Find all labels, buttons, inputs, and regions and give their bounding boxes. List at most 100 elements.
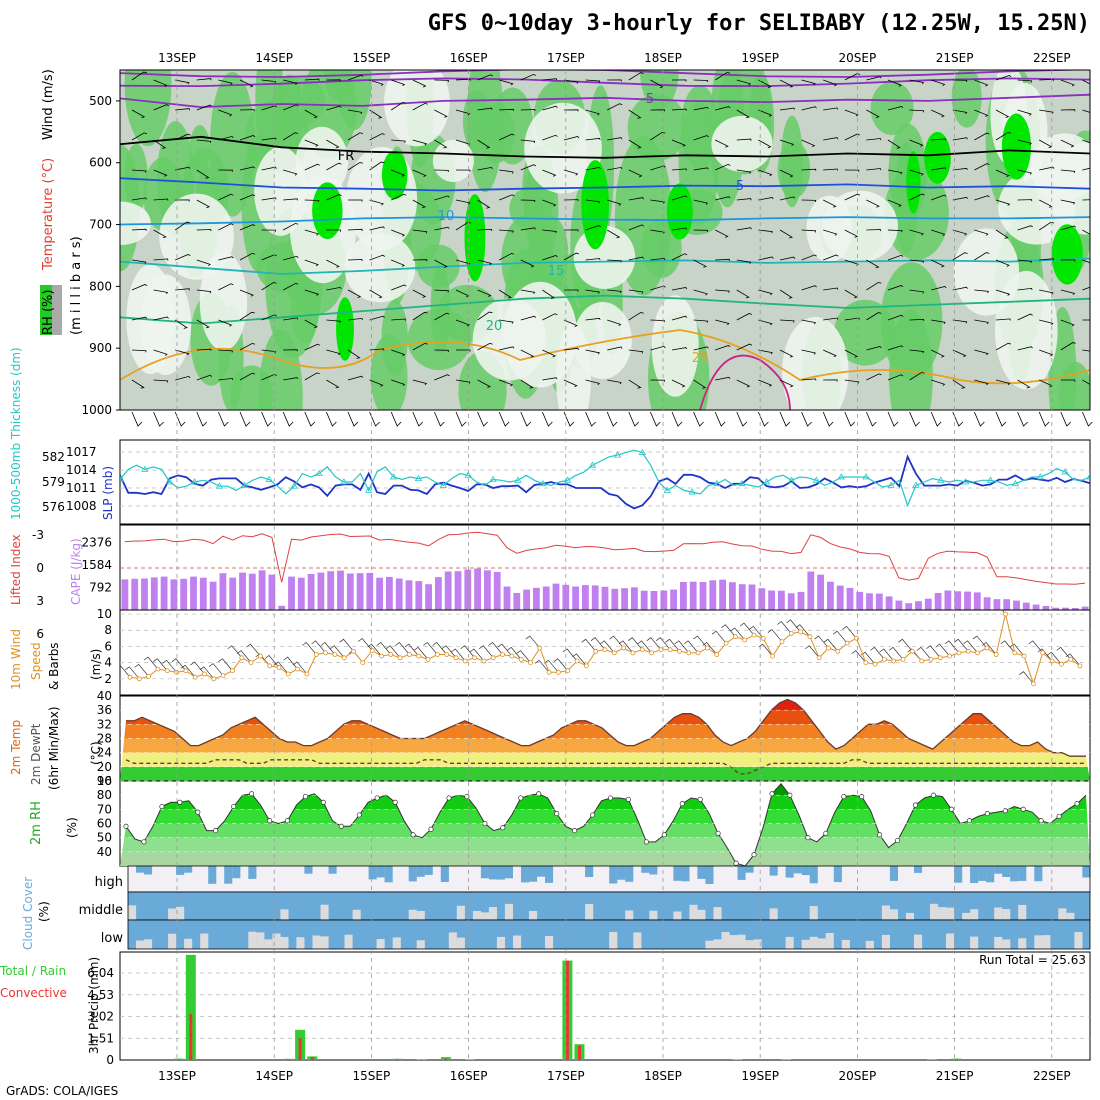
temp-band [771, 699, 804, 711]
thickness-marker [265, 475, 273, 482]
wind-barb [1082, 109, 1090, 113]
thickness-marker [190, 478, 199, 485]
cape-bar [866, 593, 873, 610]
precip-tick-label: 0 [106, 1053, 114, 1067]
wind-barb [671, 79, 687, 82]
wind-barb [369, 133, 385, 141]
wind10m-marker [956, 650, 962, 656]
wind-barb [218, 79, 233, 85]
wind-barb [153, 316, 169, 321]
wind-barb [239, 289, 254, 297]
cape-bar [885, 596, 893, 610]
wind-barb [498, 289, 513, 299]
wind-barb [1060, 225, 1077, 231]
wind-barb [801, 349, 817, 355]
wind-barb [736, 138, 752, 141]
wind-barb [261, 105, 277, 111]
wind-barb [218, 193, 234, 201]
wind-barb [347, 375, 364, 381]
wind10m-barb [1028, 640, 1044, 654]
wind10m-barb [120, 664, 131, 678]
cape-bar [386, 576, 393, 610]
wind-barb [866, 109, 880, 118]
dry-blob [432, 139, 475, 183]
cape-bars [121, 568, 1089, 610]
wind-barb [434, 79, 449, 83]
wind-barb [887, 254, 904, 261]
wind-barb [239, 194, 256, 201]
wind-barb [995, 229, 1009, 239]
cape-bar [924, 598, 932, 610]
rh2m-marker [141, 839, 147, 845]
temp-tick-label: 40 [97, 689, 112, 703]
wind-barb [304, 163, 320, 171]
cape-bar [1013, 600, 1020, 610]
wind-barb [369, 289, 383, 299]
thickness-marker [613, 451, 622, 458]
wind-barb [801, 285, 817, 291]
temp2m-area [120, 698, 1090, 781]
wind10m-marker [295, 666, 301, 672]
wind-barb [758, 79, 772, 88]
wind-barb [347, 132, 364, 141]
wind-barb [715, 139, 729, 148]
cloud-gap-cell [737, 934, 746, 949]
cloud-high-cell [376, 866, 385, 878]
wind-barb [693, 346, 709, 351]
wind-barb [628, 197, 644, 201]
thickness-marker [240, 481, 249, 488]
cloud-gap-cell [809, 906, 818, 920]
cloud-gap-cell [609, 932, 618, 949]
cloud-gap-cell [296, 937, 305, 949]
wind-barb [347, 317, 363, 321]
cloud-gap-cell [529, 911, 538, 920]
wind-barb [455, 109, 471, 116]
wind-barb [391, 169, 406, 177]
cloud-gap-cell [392, 937, 401, 949]
cloud-high-cell [248, 866, 257, 879]
rh2m-marker [554, 811, 560, 817]
wind-tick-label: 8 [104, 623, 112, 637]
cape-bar [1042, 606, 1050, 610]
wind10m-marker [854, 635, 859, 641]
wind-barb [887, 345, 904, 351]
precip-panel: 0 1.51 3.02 4.53 6.04 Run Total = 25.63 Tota… [0, 951, 1091, 1067]
cape-bar [846, 587, 854, 610]
wind-barb [844, 229, 859, 238]
precip-total-bar [465, 1059, 476, 1060]
wind10m-marker [546, 669, 552, 675]
precip-conv-bar [177, 1059, 181, 1060]
wind-barb [931, 138, 946, 141]
wind-barb [931, 319, 946, 325]
wind-barb [887, 314, 904, 321]
date-top-label: 18SEP [644, 51, 682, 65]
wind-barb [779, 139, 795, 147]
cloud-high-cell [424, 866, 433, 875]
wind-barb [1017, 225, 1033, 231]
rh-band [154, 809, 1088, 824]
wind-barb [671, 139, 686, 147]
wind-barb [391, 349, 406, 357]
wind-barb [758, 379, 773, 387]
wind-barb [196, 104, 213, 111]
wind-barb [412, 169, 427, 178]
pressure-axis-label: (m i l l i b a r s) [69, 236, 84, 335]
cloud-gap-cell [713, 907, 722, 920]
cape-bar [317, 572, 325, 610]
wind10m-barb [870, 646, 885, 660]
isotherm-upper [120, 70, 1090, 78]
cloud-gap-cell [673, 911, 682, 920]
cape-bar [1003, 599, 1011, 610]
wind-barb [542, 169, 557, 177]
cape-bar [121, 579, 129, 610]
wind-barb [196, 139, 212, 144]
temp2m-unit: (°C) [89, 741, 103, 765]
contour-label: 5 [736, 179, 744, 194]
wind-barb [326, 319, 341, 323]
wind10m-marker [937, 655, 943, 661]
wind-barb [499, 319, 514, 324]
wind10m-barb [180, 664, 196, 678]
wind-barb [823, 254, 839, 261]
rh-saturated-blob [381, 150, 408, 200]
thickness-marker [986, 476, 995, 483]
